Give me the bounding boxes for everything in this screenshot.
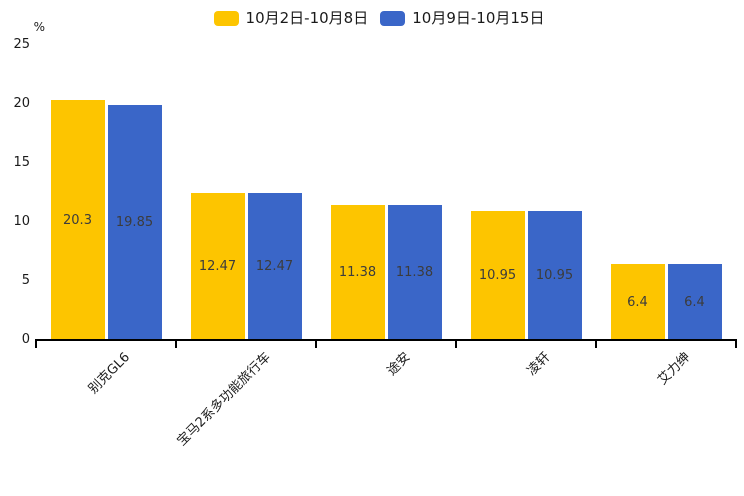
bar-value-label: 10.95 — [478, 267, 517, 283]
bar-value-label: 19.85 — [115, 215, 154, 231]
bar-value-label: 20.3 — [63, 212, 92, 228]
x-axis-tick — [595, 339, 597, 348]
bar-week2-4: 10.95 — [527, 210, 582, 340]
y-tick-label-10: 10 — [13, 213, 30, 229]
legend-swatch-yellow — [213, 10, 239, 26]
x-category-label-3: 途安 — [384, 349, 414, 379]
x-category-label-1: 别克GL6 — [86, 349, 134, 397]
bar-week1-3: 11.38 — [330, 205, 385, 340]
y-tick-label-0: 0 — [21, 332, 30, 347]
x-axis-tick — [35, 339, 37, 348]
bar-value-label: 6.4 — [627, 294, 648, 310]
bar-value-label: 6.4 — [684, 294, 705, 310]
bar-week2-5: 6.4 — [667, 264, 722, 340]
x-category-label-4: 凌轩 — [524, 349, 554, 379]
x-category-label-5: 艾力绅 — [655, 349, 694, 389]
bar-week2-2: 12.47 — [247, 192, 302, 340]
bar-value-label: 11.38 — [338, 265, 377, 281]
x-axis-tick — [455, 339, 457, 348]
bar-value-label: 10.95 — [535, 267, 574, 283]
x-axis-tick — [315, 339, 317, 348]
x-axis-tick — [175, 339, 177, 348]
bar-value-label: 11.38 — [395, 265, 434, 281]
x-axis-tick — [735, 339, 737, 348]
bar-week1-5: 6.4 — [610, 264, 665, 340]
legend: 10月2日-10月8日 10月9日-10月15日 — [0, 9, 744, 27]
y-tick-label-15: 15 — [13, 154, 30, 170]
y-tick-label-5: 5 — [21, 272, 30, 288]
bar-week1-2: 12.47 — [190, 192, 245, 340]
legend-item-week2[interactable]: 10月9日-10月15日 — [380, 9, 544, 27]
x-category-label-2: 宝马2系多功能旅行车 — [174, 349, 274, 450]
bar-week1-1: 20.3 — [50, 100, 105, 340]
y-tick-label-20: 20 — [13, 95, 30, 111]
bar-week2-1: 19.85 — [107, 105, 162, 340]
legend-swatch-blue — [380, 10, 406, 26]
y-tick-label-25: 25 — [13, 36, 30, 52]
bar-week1-4: 10.95 — [470, 210, 525, 340]
legend-label-week2: 10月9日-10月15日 — [412, 9, 545, 27]
bar-week2-3: 11.38 — [387, 205, 442, 340]
bar-value-label: 12.47 — [198, 258, 237, 274]
y-axis-unit-label: % — [33, 20, 45, 34]
x-axis-line — [36, 339, 736, 341]
legend-item-week1[interactable]: 10月2日-10月8日 — [213, 9, 369, 27]
legend-label-week1: 10月2日-10月8日 — [245, 9, 369, 27]
bar-value-label: 12.47 — [255, 258, 294, 274]
